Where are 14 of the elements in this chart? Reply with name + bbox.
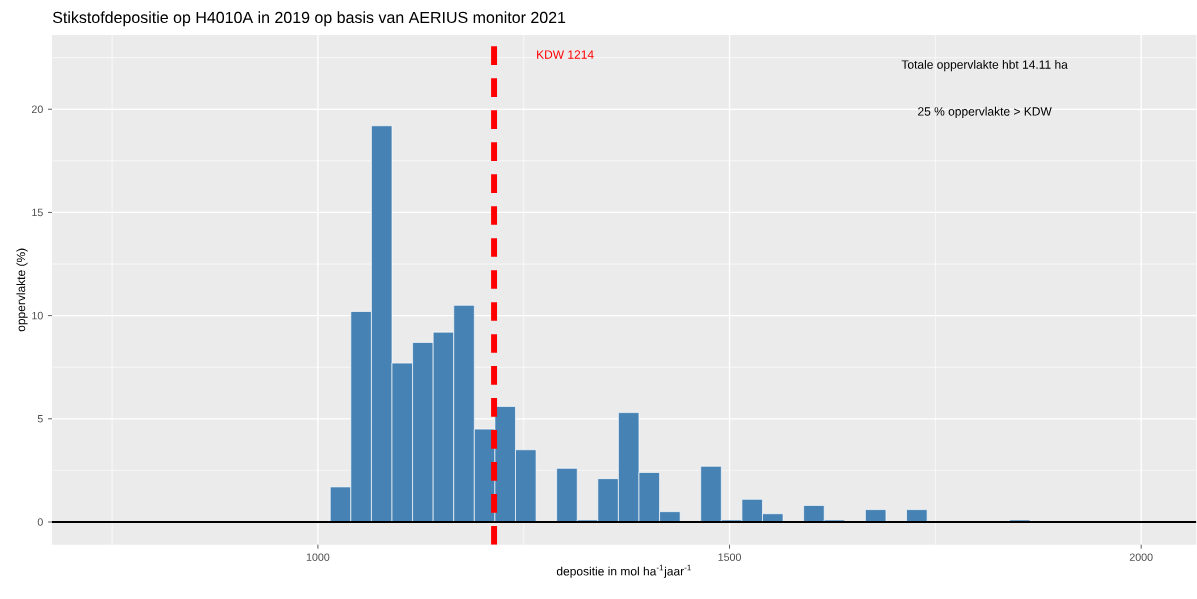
y-tick-label: 5: [37, 415, 43, 423]
x-tick-label: 1500: [718, 553, 741, 562]
x-tick-label: 2000: [1129, 553, 1153, 562]
y-axis-title: oppervlakte (%): [16, 248, 28, 332]
y-tick-label: 10: [32, 312, 43, 320]
annotation: 25 % oppervlakte > KDW: [918, 107, 1052, 119]
x-tick-label: 1000: [306, 553, 330, 562]
annotation: Totale oppervlakte hbt 14.11 ha: [901, 60, 1068, 72]
ref-line-label: KDW 1214: [537, 50, 594, 59]
y-tick-label: 20: [31, 105, 43, 114]
y-tick-label: 15: [32, 208, 43, 217]
y-tick-label: 0: [37, 518, 43, 526]
chart-title: Stikstofdepositie op H4010A in 2019 op basis van AERIUS monitor 2021: [52, 11, 566, 27]
x-axis-title: depositie in mol ha$^{-1}$jaar$^{-1}$: [556, 564, 691, 579]
